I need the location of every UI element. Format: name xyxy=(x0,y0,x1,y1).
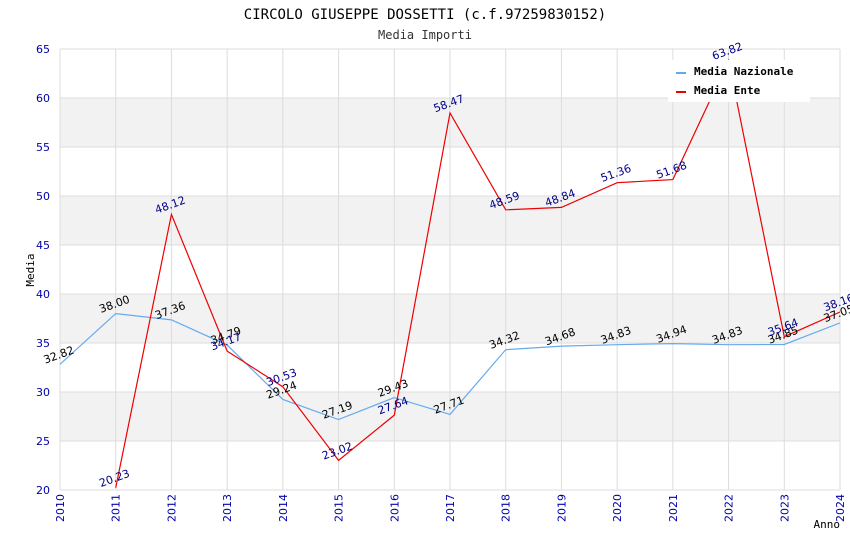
x-tick-label: 2017 xyxy=(444,494,457,522)
y-tick-label: 60 xyxy=(36,92,50,105)
chart-subtitle: Media Importi xyxy=(378,28,472,42)
x-tick-label: 2013 xyxy=(221,494,234,522)
x-tick-label: 2022 xyxy=(723,494,736,522)
chart-title: CIRCOLO GIUSEPPE DOSSETTI (c.f.972598301… xyxy=(244,7,606,23)
legend: Media Nazionale Media Ente xyxy=(668,60,810,102)
y-tick-label: 50 xyxy=(36,190,50,203)
series-line-nazionale xyxy=(60,312,840,421)
x-tick-label: 2024 xyxy=(834,494,847,522)
y-tick-label: 20 xyxy=(36,484,50,497)
gridlines xyxy=(59,48,841,491)
y-tick-label: 40 xyxy=(36,288,50,301)
y-tick-label: 30 xyxy=(36,386,50,399)
y-tick-label: 55 xyxy=(36,141,50,154)
x-tick-label: 2019 xyxy=(555,494,568,522)
y-tick-label: 65 xyxy=(36,43,50,56)
x-tick-label: 2018 xyxy=(500,494,513,522)
x-axis-label: Anno xyxy=(814,518,841,531)
legend-label-nazionale: Media Nazionale xyxy=(694,65,794,78)
x-tick-label: 2015 xyxy=(333,494,346,522)
x-tick-label: 2021 xyxy=(667,494,680,522)
x-axis-ticks: 2010 2011 2012 2013 2014 2015 2016 2017 2018 2019… xyxy=(54,494,847,522)
y-tick-label: 45 xyxy=(36,239,50,252)
x-tick-label: 2011 xyxy=(110,494,123,522)
x-tick-label: 2020 xyxy=(611,494,624,522)
x-tick-label: 2010 xyxy=(54,494,67,522)
y-axis-label: Media xyxy=(24,253,37,286)
y-tick-label: 25 xyxy=(36,435,50,448)
x-tick-label: 2014 xyxy=(277,494,290,522)
y-axis-ticks: 20 25 30 35 40 45 50 55 60 65 xyxy=(36,43,50,497)
legend-label-ente: Media Ente xyxy=(694,84,761,97)
x-tick-label: 2012 xyxy=(165,494,178,522)
x-tick-label: 2023 xyxy=(778,494,791,522)
y-tick-label: 35 xyxy=(36,337,50,350)
x-tick-label: 2016 xyxy=(388,494,401,522)
legend-box xyxy=(668,60,810,102)
